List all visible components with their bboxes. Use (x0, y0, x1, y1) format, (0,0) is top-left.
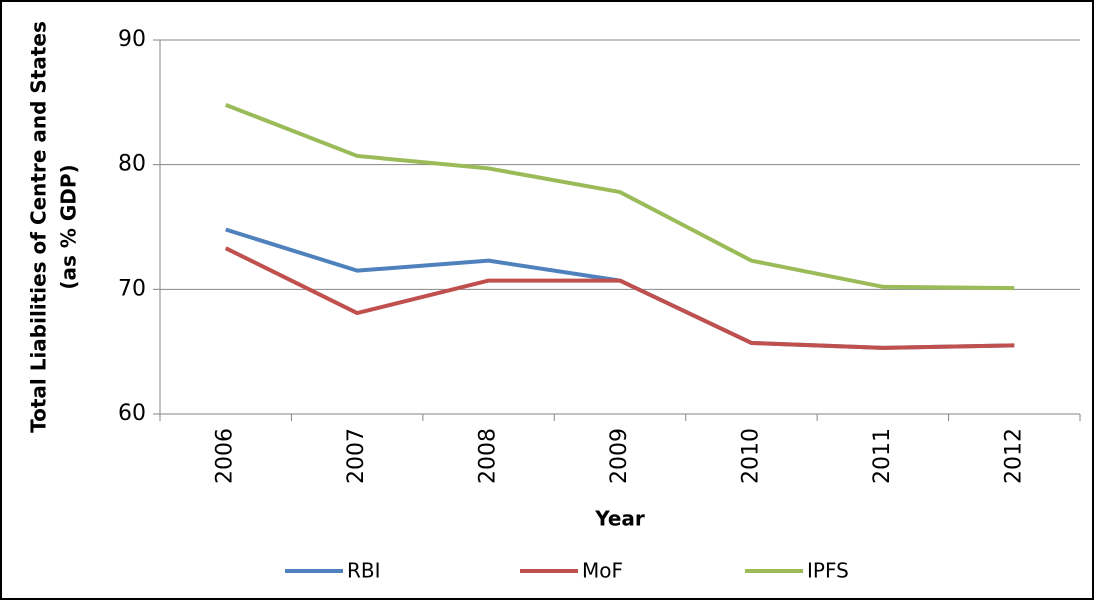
y-tick-label: 80 (118, 152, 146, 177)
y-axis-title: (as % GDP) (57, 164, 81, 289)
x-tick-label: 2006 (213, 428, 238, 484)
y-axis-title: Total Liabilities of Centre and States (27, 21, 51, 433)
x-tick-label: 2010 (738, 428, 763, 484)
y-tick-label: 60 (118, 401, 146, 426)
x-tick-label: 2011 (870, 428, 895, 484)
legend-label: MoF (582, 559, 623, 583)
series-line (224, 102, 1015, 291)
x-tick-label: 2009 (607, 428, 632, 484)
x-tick-label: 2008 (476, 428, 501, 484)
x-tick-label: 2007 (344, 428, 369, 484)
y-tick-label: 90 (118, 27, 146, 52)
x-tick-label: 2012 (1001, 428, 1026, 484)
x-axis-title: Year (594, 507, 645, 531)
y-tick-label: 70 (118, 276, 146, 301)
series-line (224, 246, 1015, 350)
legend-label: IPFS (807, 559, 849, 583)
legend-label: RBI (347, 559, 381, 583)
